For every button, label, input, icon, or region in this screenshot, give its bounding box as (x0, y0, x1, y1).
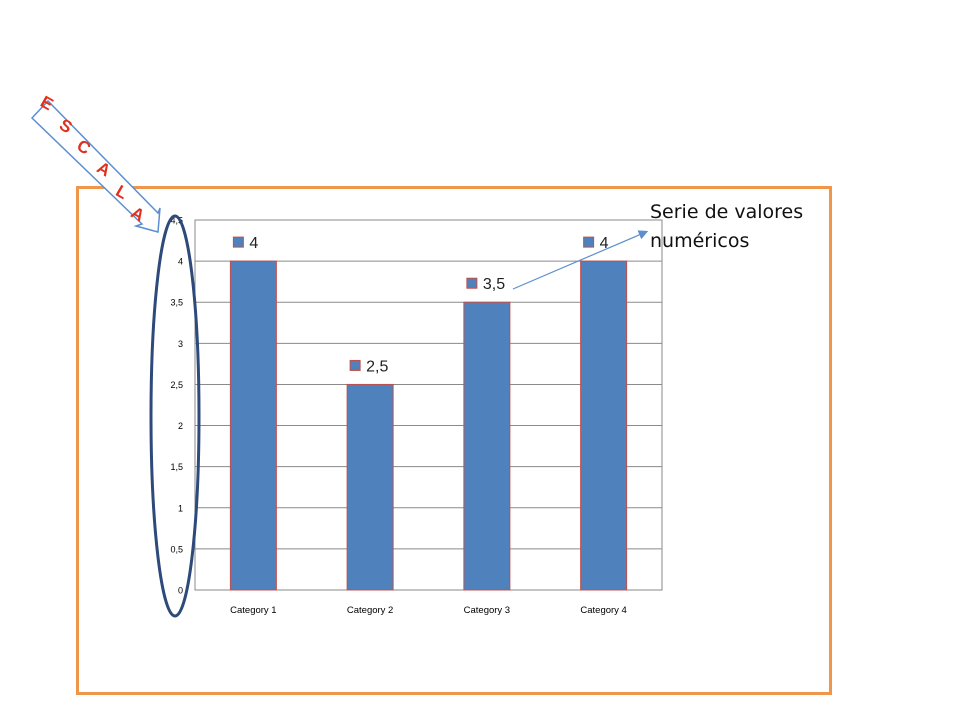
data-label: 4 (249, 235, 258, 252)
y-tick-label: 3 (178, 339, 183, 349)
series-note: Serie de valores numéricos (650, 198, 803, 256)
y-tick-label: 4 (178, 257, 183, 267)
chart-frame (76, 186, 832, 695)
data-label: 3,5 (483, 276, 505, 293)
x-tick-label: Category 1 (230, 605, 276, 616)
y-tick-label: 1,5 (170, 462, 183, 472)
data-label-marker (349, 359, 361, 371)
axis-highlight-ellipse (149, 214, 201, 618)
data-label-marker (466, 277, 478, 289)
bar (580, 260, 628, 591)
x-tick-label: Category 4 (580, 605, 626, 616)
y-tick-label: 0 (178, 586, 183, 596)
bar (229, 260, 277, 591)
x-tick-label: Category 3 (464, 605, 510, 616)
data-label: 2,5 (366, 358, 388, 375)
bar (463, 301, 511, 591)
bar (346, 383, 394, 591)
y-tick-label: 2,5 (170, 380, 183, 390)
y-tick-label: 1 (178, 503, 183, 513)
plot-area-border (194, 219, 663, 591)
escala-arrow (30, 99, 161, 233)
bars (229, 260, 628, 591)
y-axis-ticks: 0 0,5 1 1,5 2 2,5 3 3,5 4 4,5 (170, 216, 183, 596)
x-axis-ticks: Category 1 Category 2 Category 3 Category 4 (230, 605, 627, 616)
y-tick-label: 2 (178, 421, 183, 431)
data-label-marker (583, 236, 595, 248)
series-note-line-1: Serie de valores (650, 201, 804, 223)
series-note-line-2: numéricos (650, 230, 750, 252)
data-labels: 4 2,5 3,5 4 (232, 235, 609, 375)
x-tick-label: Category 2 (347, 605, 393, 616)
y-tick-label: 0,5 (170, 544, 183, 554)
note-pointer-arrow (512, 230, 649, 290)
y-tick-label: 4,5 (170, 216, 183, 226)
y-tick-label: 3,5 (170, 298, 183, 308)
data-label: 4 (600, 235, 609, 252)
data-label-marker (232, 236, 244, 248)
